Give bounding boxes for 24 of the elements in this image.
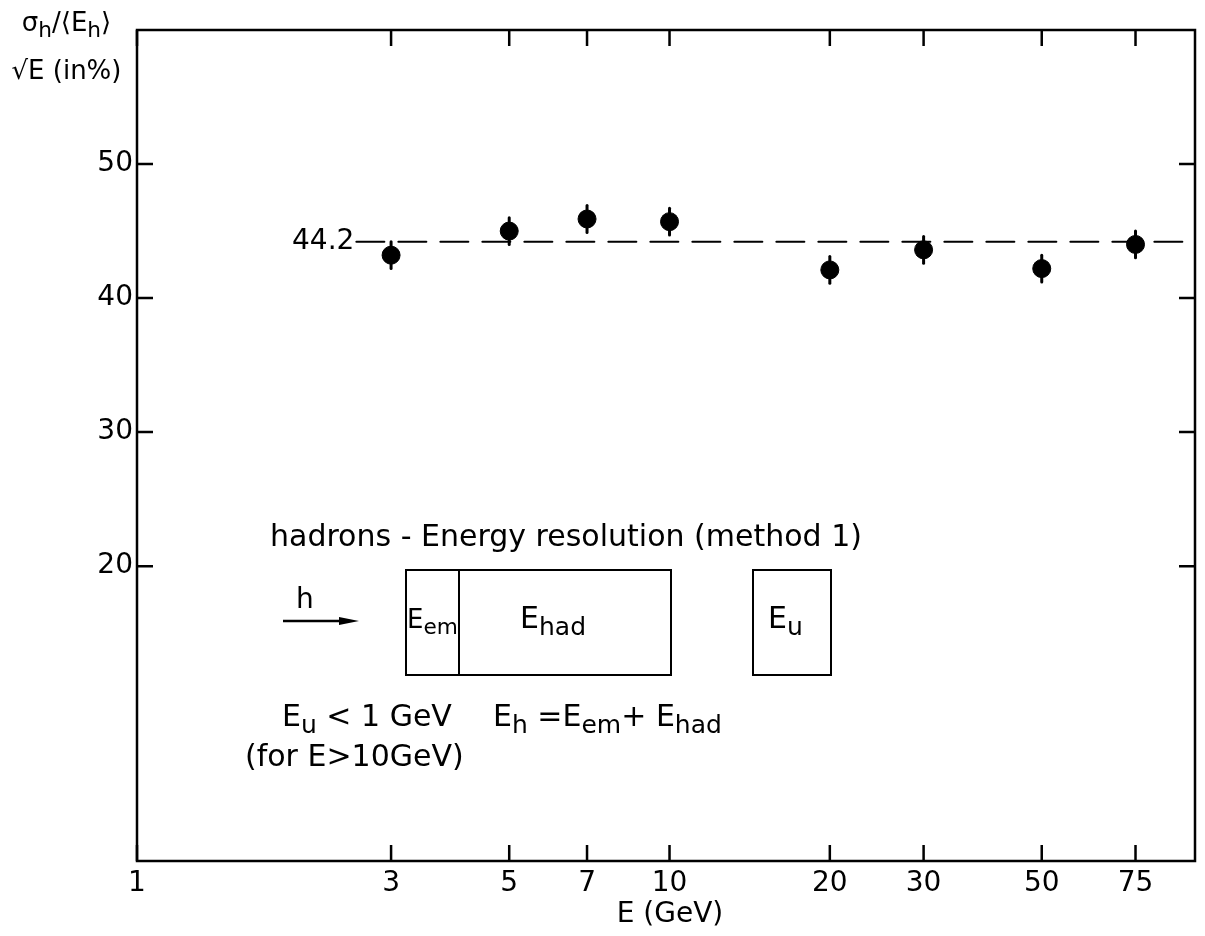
x-tick-label: 30 bbox=[905, 865, 942, 899]
x-tick-label: 10 bbox=[651, 865, 688, 899]
y-tick-label: 40 bbox=[97, 279, 133, 313]
x-tick-label: 7 bbox=[578, 865, 596, 899]
annotation: E$_{em}$ bbox=[407, 604, 458, 640]
x-tick-label: 50 bbox=[1023, 865, 1060, 899]
x-tick-label: 1 bbox=[128, 865, 146, 899]
ref-line-label: 44.2 bbox=[292, 223, 355, 257]
annotation: hadrons - Energy resolution (method 1) bbox=[270, 518, 862, 553]
annotation: (for E>10GeV) bbox=[245, 738, 464, 773]
y-tick-label: 20 bbox=[97, 547, 133, 581]
annotation: h bbox=[296, 582, 314, 615]
annotation: E$_{u}$ bbox=[768, 600, 803, 641]
x-tick-label: 20 bbox=[812, 865, 848, 899]
y-axis-title: σ$_{h}$/⟨E$_{h}$⟩ √E (in%) bbox=[10, 6, 123, 88]
x-tick-label: 5 bbox=[500, 865, 519, 899]
annotation: E$_{had}$ bbox=[520, 600, 587, 641]
x-tick-label: 75 bbox=[1117, 865, 1154, 899]
annotation: E$_{u}$ < 1 GeV bbox=[282, 698, 452, 739]
x-axis-title: E (GeV) bbox=[616, 896, 724, 929]
x-tick-label: 3 bbox=[382, 865, 400, 899]
annotation: E$_{h}$ =E$_{em}$+ E$_{had}$ bbox=[493, 698, 722, 739]
y-tick-label: 50 bbox=[97, 145, 133, 179]
y-tick-label: 30 bbox=[97, 413, 133, 447]
